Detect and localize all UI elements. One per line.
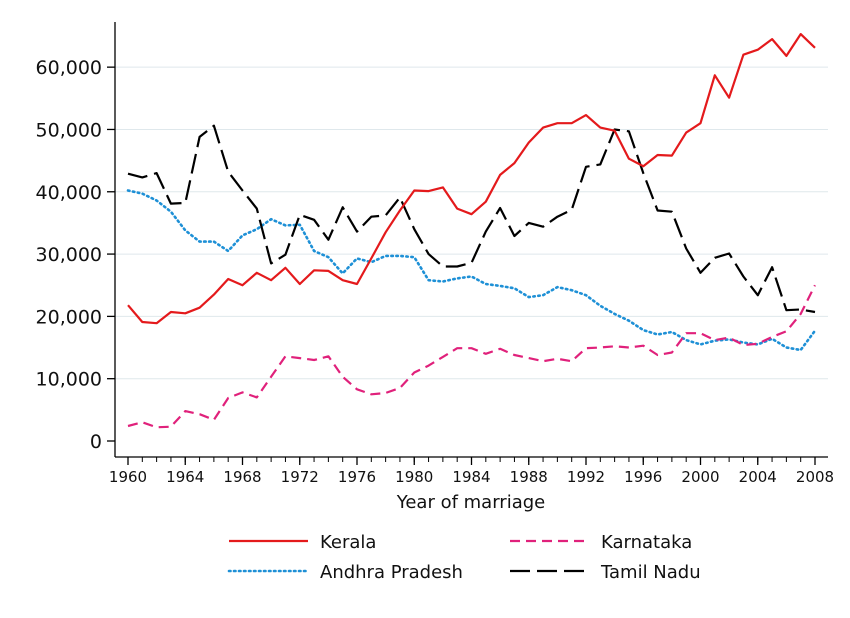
y-axis: 0 10,000 20,000 30,000 40,000 50,000 60,000	[36, 22, 116, 457]
legend-label-kerala: Kerala	[320, 532, 376, 553]
y-tick-label: 0	[90, 431, 102, 453]
y-tick-label: 20,000	[36, 306, 102, 328]
y-tick-label: 50,000	[36, 119, 102, 141]
y-tick-label: 30,000	[36, 244, 102, 266]
x-tick-label: 1980	[395, 468, 433, 486]
legend: Kerala Karnataka Andhra Pradesh Tamil Nadu	[227, 532, 701, 583]
series-line-tamil-nadu	[127, 124, 816, 314]
y-tick-label: 60,000	[36, 57, 102, 79]
series-line-kerala	[127, 32, 816, 325]
x-axis: 1960 1964 1968 1972 1976 1980 1984 1988 1992 1996…	[109, 456, 834, 486]
x-tick-label: 1972	[281, 468, 319, 486]
legend-label-andhra-pradesh: Andhra Pradesh	[320, 562, 463, 583]
series-line-andhra-pradesh	[126, 189, 817, 352]
gridlines	[115, 66, 828, 380]
x-tick-label: 1976	[338, 468, 376, 486]
x-tick-label: 1960	[109, 468, 147, 486]
x-tick-label: 1988	[510, 468, 548, 486]
plot-lines	[126, 32, 817, 429]
y-tick-label: 10,000	[36, 369, 102, 391]
legend-label-tamil-nadu: Tamil Nadu	[600, 562, 701, 583]
x-tick-label: 2000	[681, 468, 719, 486]
x-tick-label: 1968	[223, 468, 261, 486]
x-tick-label: 1996	[624, 468, 662, 486]
series-line-karnataka	[127, 284, 816, 429]
y-tick-label: 40,000	[36, 182, 102, 204]
x-tick-label: 1992	[567, 468, 605, 486]
legend-label-karnataka: Karnataka	[601, 532, 692, 553]
x-tick-label: 1964	[166, 468, 204, 486]
x-tick-label: 2008	[796, 468, 834, 486]
x-tick-label: 2004	[739, 468, 777, 486]
x-axis-title: Year of marriage	[396, 492, 545, 513]
x-tick-label: 1984	[452, 468, 490, 486]
